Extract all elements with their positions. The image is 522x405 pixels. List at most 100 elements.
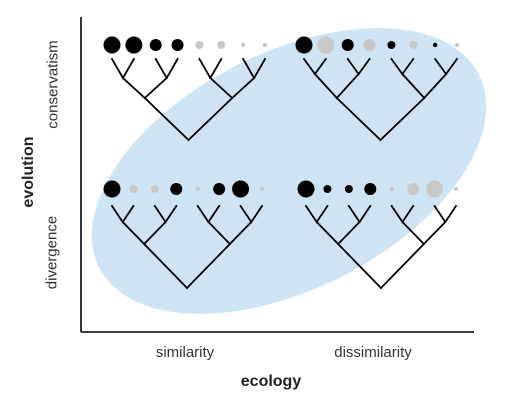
tip-node (103, 36, 121, 54)
tip-node (363, 39, 376, 51)
tree-bottom-left (103, 180, 265, 290)
tree-branch (164, 204, 178, 224)
tip-node (295, 36, 313, 54)
y-axis-title: evolution (20, 136, 37, 208)
tree-branch (401, 72, 426, 100)
tree-branch (142, 242, 189, 290)
tip-node (125, 36, 143, 54)
tip-node (240, 42, 246, 48)
tree-branch (154, 57, 168, 80)
tree-branch (143, 76, 168, 100)
tree-branch (422, 72, 448, 100)
tip-node (149, 39, 162, 51)
tip-node (297, 180, 315, 198)
tip-node (129, 185, 138, 193)
tree-branch (209, 76, 234, 100)
tip-node (262, 42, 268, 48)
tree-branch (239, 204, 253, 224)
tree-branch (304, 204, 318, 224)
tree-branch (390, 57, 404, 76)
tree-branch (187, 96, 234, 142)
tree-branch (336, 220, 361, 246)
tree-branch (143, 96, 190, 142)
tree-branch (252, 57, 267, 80)
tip-node (259, 186, 265, 192)
tip-node (344, 185, 353, 193)
tip-node (364, 183, 377, 195)
tree-branch (422, 220, 447, 246)
tree-branch (401, 204, 415, 224)
tree-branch (241, 57, 256, 80)
tree-branch (444, 57, 459, 76)
tree-bottom-right (297, 180, 459, 290)
tree-branch (198, 57, 212, 80)
tip-node (407, 183, 420, 195)
tree-branch (379, 242, 426, 290)
tree-branch (230, 76, 256, 100)
highlight-ellipse (91, 28, 487, 314)
x-axis-title: ecology (240, 373, 302, 390)
tree-top-left (103, 36, 268, 142)
tree-branch (390, 204, 404, 224)
x-label-dissimilarity: dissimilarity (334, 344, 412, 361)
tree-branch (228, 220, 253, 246)
tree-branch (142, 220, 167, 246)
tip-node (432, 42, 438, 48)
tree-branch (207, 204, 221, 224)
tip-node (387, 41, 396, 49)
tree-branch (313, 72, 339, 100)
tip-node (454, 42, 460, 48)
tree-branch (207, 220, 232, 246)
tree-branch (401, 220, 426, 246)
tree-branch (121, 57, 136, 80)
tip-node (389, 186, 394, 192)
tree-branch (110, 57, 125, 80)
tree-branch (433, 204, 447, 224)
tip-node (171, 39, 184, 51)
tip-node (409, 41, 418, 49)
tip-node (317, 36, 335, 54)
y-label-divergence: divergence (43, 215, 61, 290)
tree-branch (379, 96, 426, 142)
tip-node (217, 41, 226, 49)
tree-branch (347, 204, 361, 224)
tip-node (323, 185, 332, 193)
tree-branch (335, 96, 382, 142)
tip-node (426, 180, 444, 198)
axes (80, 17, 474, 333)
tree-branch (357, 57, 371, 76)
tip-node (195, 186, 200, 192)
tip-node (150, 185, 159, 193)
x-label-similarity: similarity (155, 344, 215, 361)
tree-branch (358, 204, 372, 224)
tip-node (195, 41, 204, 49)
tree-top-right (295, 36, 460, 142)
tree-branch (444, 204, 458, 224)
phylogeny-trees (103, 36, 460, 290)
tree-branch (315, 220, 340, 246)
tree-branch (121, 76, 147, 100)
tree-branch (110, 204, 124, 224)
tree-branch (401, 57, 415, 76)
tree-branch (433, 57, 448, 76)
tree-branch (346, 57, 360, 76)
tree-branch (335, 72, 360, 100)
tree-branch (165, 57, 179, 80)
tree-branch (315, 204, 329, 224)
tree-branch (250, 204, 264, 224)
tree-branch (121, 204, 135, 224)
tip-node (103, 180, 121, 198)
tip-node (170, 183, 183, 195)
tree-branch (336, 242, 383, 290)
y-label-conservatism: conservatism (44, 40, 62, 129)
tree-branch (196, 204, 210, 224)
tip-node (213, 183, 226, 195)
tip-node (453, 186, 459, 192)
tip-node (341, 39, 354, 51)
tree-branch (209, 57, 223, 80)
tree-branch (313, 57, 328, 76)
tree-branch (185, 242, 232, 290)
tree-branch (153, 204, 167, 224)
